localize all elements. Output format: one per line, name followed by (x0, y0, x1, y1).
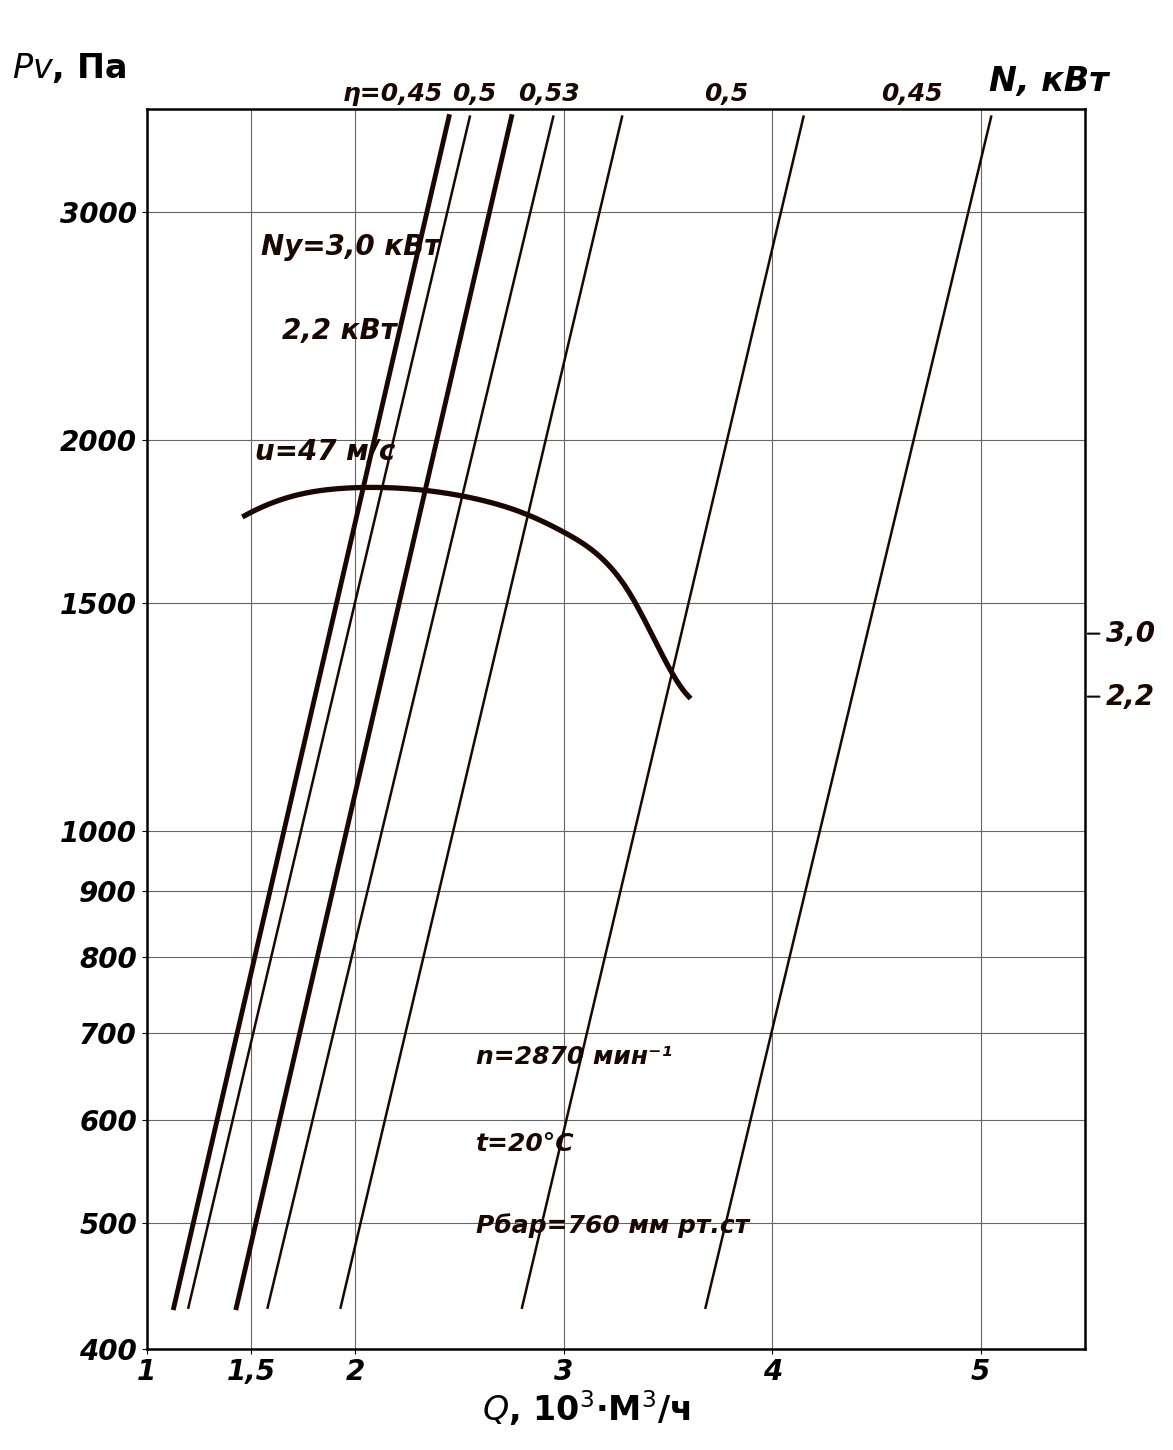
Text: 3,0: 3,0 (1106, 619, 1154, 648)
Text: 0,5: 0,5 (452, 83, 496, 106)
Text: n=2870 мин⁻¹: n=2870 мин⁻¹ (476, 1045, 672, 1070)
Text: 2,2: 2,2 (1106, 683, 1154, 710)
Text: N, кВт: N, кВт (989, 65, 1108, 99)
Text: 2,2 кВт: 2,2 кВт (283, 316, 396, 345)
Text: Nу=3,0 кВт: Nу=3,0 кВт (262, 232, 441, 261)
Text: $\it{Q}$, 10$^3$·М$^3$/ч: $\it{Q}$, 10$^3$·М$^3$/ч (482, 1389, 691, 1428)
Text: 0,5: 0,5 (704, 83, 748, 106)
Text: u=47 м/с: u=47 м/с (255, 438, 395, 465)
Text: t=20°C: t=20°C (476, 1132, 575, 1156)
Text: η=0,45: η=0,45 (343, 83, 443, 106)
Text: Рбар=760 мм рт.ст: Рбар=760 мм рт.ст (476, 1214, 750, 1238)
Text: 0,53: 0,53 (518, 83, 579, 106)
Text: 0,45: 0,45 (881, 83, 943, 106)
Text: $\it{Pv}$, Па: $\it{Pv}$, Па (12, 51, 126, 84)
